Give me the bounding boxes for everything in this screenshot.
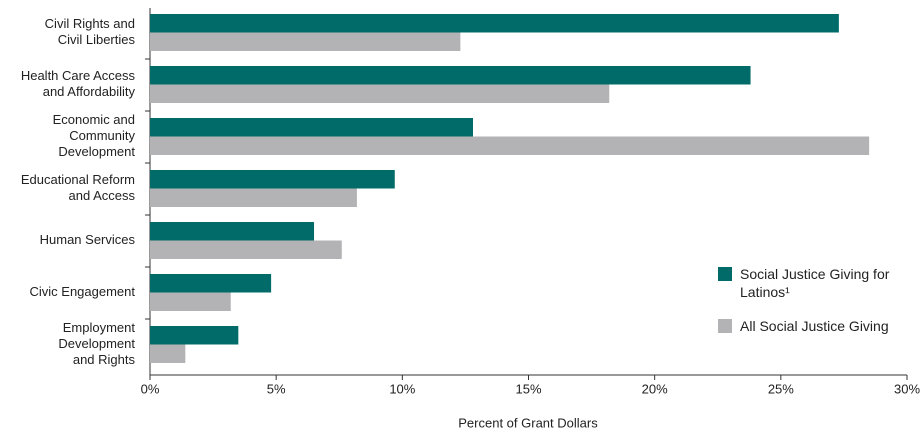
bar <box>150 344 186 363</box>
y-tick-label: Economic and <box>53 112 135 127</box>
legend: Social Justice Giving for Latinos¹ All So… <box>718 265 910 351</box>
bar <box>150 170 395 189</box>
bar <box>150 292 231 311</box>
legend-label: Social Justice Giving for Latinos¹ <box>740 266 890 300</box>
y-tick-label: Development <box>58 336 135 351</box>
y-tick-label: Health Care Access <box>21 68 136 83</box>
y-tick-label: and Access <box>69 188 136 203</box>
y-tick-label: Civil Rights and <box>45 16 135 31</box>
legend-label: All Social Justice Giving <box>740 318 889 334</box>
y-tick-label: and Affordability <box>43 84 136 99</box>
y-tick-label: Civic Engagement <box>30 284 136 299</box>
y-tick-label: Development <box>58 144 135 159</box>
bar <box>150 188 357 207</box>
bar <box>150 136 870 155</box>
x-axis-title: Percent of Grant Dollars <box>458 415 598 430</box>
x-tick-label: 20% <box>642 381 668 396</box>
legend-item: Social Justice Giving for Latinos¹ <box>718 265 890 301</box>
bar <box>150 14 839 33</box>
x-tick-label: 10% <box>389 381 415 396</box>
legend-swatch <box>718 267 732 281</box>
bar <box>150 222 315 241</box>
bar <box>150 326 239 345</box>
x-tick-label: 30% <box>894 381 920 396</box>
y-tick-label: Educational Reform <box>21 172 135 187</box>
x-tick-label: 25% <box>768 381 794 396</box>
bar <box>150 118 473 137</box>
bar <box>150 66 751 85</box>
bar <box>150 32 461 51</box>
x-tick-label: 0% <box>141 381 160 396</box>
bar <box>150 84 610 103</box>
y-tick-label: and Rights <box>73 352 136 367</box>
y-tick-label: Community <box>69 128 135 143</box>
legend-swatch <box>718 319 732 333</box>
x-tick-label: 15% <box>515 381 541 396</box>
y-tick-label: Civil Liberties <box>58 32 136 47</box>
x-tick-label: 5% <box>267 381 286 396</box>
legend-item: All Social Justice Giving <box>718 317 910 335</box>
y-tick-label: Human Services <box>40 232 136 247</box>
y-tick-label: Employment <box>63 320 136 335</box>
bar <box>150 240 342 259</box>
bar <box>150 274 272 293</box>
